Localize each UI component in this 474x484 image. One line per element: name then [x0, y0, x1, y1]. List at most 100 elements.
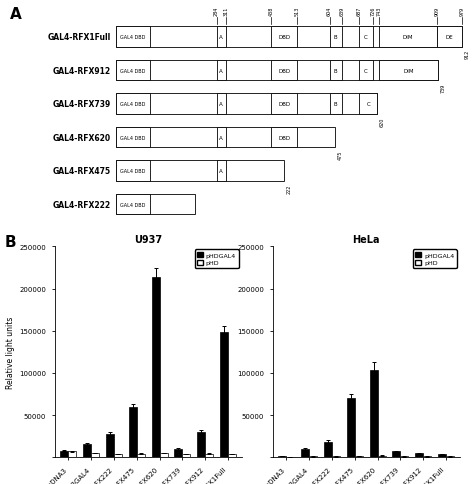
Bar [446, 456, 454, 457]
Bar [271, 27, 298, 48]
Bar [359, 61, 373, 81]
Text: GAL4-RFX739: GAL4-RFX739 [52, 100, 110, 109]
Bar [355, 456, 363, 457]
Text: DBD: DBD [278, 69, 290, 74]
Bar [116, 161, 150, 182]
Bar [205, 454, 213, 457]
Text: GAL4-RFX222: GAL4-RFX222 [52, 200, 110, 209]
Text: B: B [334, 102, 337, 107]
Bar [332, 456, 340, 457]
Bar [329, 61, 342, 81]
Bar [271, 94, 298, 115]
Text: GAL4 DBD: GAL4 DBD [120, 202, 146, 207]
Bar [271, 128, 298, 148]
Text: DBD: DBD [278, 35, 290, 40]
Bar [116, 61, 438, 81]
Text: 284: 284 [214, 7, 219, 16]
Text: GAL4 DBD: GAL4 DBD [120, 69, 146, 74]
Text: GAL4-RFX475: GAL4-RFX475 [52, 167, 110, 176]
Bar [152, 277, 160, 457]
Text: 979: 979 [460, 7, 465, 16]
Text: C: C [364, 35, 368, 40]
Bar [106, 434, 114, 457]
Bar [174, 449, 182, 457]
Text: 726: 726 [370, 7, 375, 16]
Bar [116, 94, 150, 115]
Bar [359, 94, 377, 115]
Bar [116, 195, 150, 215]
Legend: pHDGAL4, pHD: pHDGAL4, pHD [195, 250, 238, 268]
Bar [217, 61, 226, 81]
Text: DBD: DBD [278, 136, 290, 140]
Bar [217, 27, 226, 48]
Title: HeLa: HeLa [352, 235, 380, 245]
Text: A: A [219, 136, 223, 140]
Y-axis label: Relative light units: Relative light units [6, 316, 15, 388]
Bar [60, 451, 68, 457]
Text: GAL4 DBD: GAL4 DBD [120, 169, 146, 174]
Text: B: B [334, 69, 337, 74]
Bar [116, 195, 195, 215]
Bar [114, 454, 122, 457]
Bar [83, 444, 91, 457]
Text: 912: 912 [465, 50, 470, 59]
Text: 438: 438 [268, 7, 273, 16]
Text: GAL4 DBD: GAL4 DBD [120, 102, 146, 107]
Text: B: B [334, 35, 337, 40]
Bar [116, 94, 377, 115]
Text: B: B [5, 235, 17, 250]
Bar [116, 27, 462, 48]
Bar [116, 61, 150, 81]
Bar [438, 454, 446, 457]
Bar [137, 454, 145, 457]
Text: A: A [219, 169, 223, 174]
Bar [415, 453, 423, 457]
Text: 513: 513 [295, 7, 300, 16]
Bar [370, 371, 378, 457]
Bar [392, 452, 401, 457]
Text: C: C [364, 69, 368, 74]
Text: GAL4-RFX912: GAL4-RFX912 [52, 66, 110, 76]
Bar [347, 398, 355, 457]
Text: DE: DE [446, 35, 454, 40]
Bar [423, 456, 431, 457]
Text: A: A [219, 35, 223, 40]
Bar [197, 432, 205, 457]
Bar [116, 128, 335, 148]
Legend: pHDGAL4, pHD: pHDGAL4, pHD [413, 250, 456, 268]
Bar [116, 27, 150, 48]
Bar [129, 407, 137, 457]
Bar [271, 61, 298, 81]
Bar [324, 442, 332, 457]
Title: U937: U937 [134, 235, 162, 245]
Text: DIM: DIM [403, 35, 413, 40]
Bar [379, 61, 438, 81]
Text: 620: 620 [380, 117, 385, 126]
Text: 639: 639 [339, 7, 345, 16]
Text: 739: 739 [441, 84, 446, 93]
Bar [228, 454, 236, 457]
Bar [359, 27, 373, 48]
Bar [116, 128, 150, 148]
Bar [379, 27, 438, 48]
Bar [278, 456, 286, 457]
Bar [217, 94, 226, 115]
Text: C: C [366, 102, 370, 107]
Bar [301, 449, 309, 457]
Bar [309, 456, 317, 457]
Text: A: A [9, 7, 21, 22]
Text: 687: 687 [356, 7, 362, 16]
Text: DBD: DBD [278, 102, 290, 107]
Bar [378, 456, 385, 457]
Text: 222: 222 [286, 184, 292, 193]
Text: DIM: DIM [403, 69, 414, 74]
Text: GAL4-RFX1Full: GAL4-RFX1Full [47, 33, 110, 42]
Bar [220, 333, 228, 457]
Bar [329, 94, 342, 115]
Text: GAL4 DBD: GAL4 DBD [120, 136, 146, 140]
Bar [217, 161, 226, 182]
Text: 475: 475 [337, 151, 343, 160]
Text: 743: 743 [376, 7, 381, 16]
Bar [217, 128, 226, 148]
Bar [438, 27, 462, 48]
